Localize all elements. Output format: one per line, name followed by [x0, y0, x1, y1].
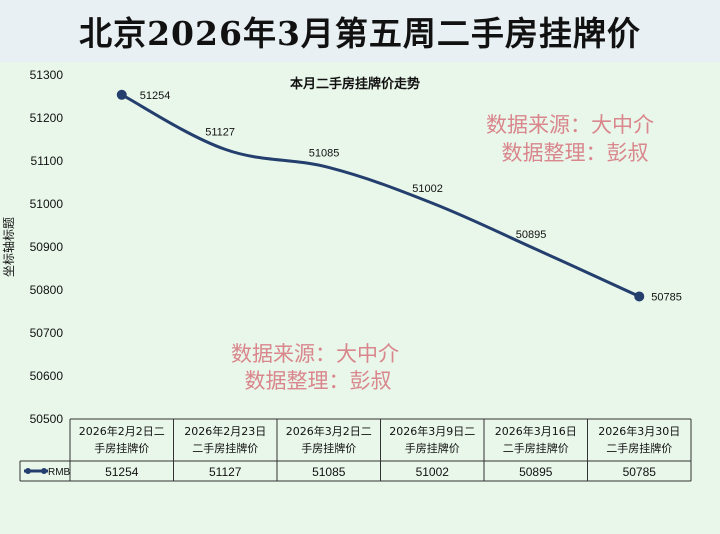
category-label: 2026年3月16日: [495, 424, 577, 438]
table-value: 51085: [312, 465, 346, 479]
data-point-marker: [116, 89, 127, 100]
y-tick-label: 50500: [30, 412, 64, 426]
watermark-author-1: 数据整理：彭叔: [502, 141, 649, 165]
watermark-source-1: 数据来源：大中介: [486, 113, 654, 137]
series-line-rmb: [121, 93, 640, 298]
watermark-group: 数据来源：大中介 数据整理：彭叔 数据来源：大中介 数据整理：彭叔: [231, 113, 654, 393]
data-label: 50785: [651, 291, 682, 303]
title-banner: 北京2026年3月第五周二手房挂牌价: [0, 0, 720, 62]
page-title: 北京2026年3月第五周二手房挂牌价: [79, 14, 641, 53]
table-value: 51127: [209, 465, 242, 479]
category-label: 2026年3月30日: [598, 424, 680, 438]
table-value: 50785: [623, 465, 657, 479]
category-label: 2026年3月2日二: [286, 424, 372, 438]
category-label: 手房挂牌价: [405, 441, 460, 455]
legend-marker: [25, 468, 31, 474]
y-tick-label: 51100: [31, 154, 64, 168]
y-axis-label: 坐标轴标题: [1, 217, 16, 277]
data-point-marker: [634, 291, 645, 302]
data-table: 2026年2月2日二手房挂牌价512542026年2月23日二手房挂牌价5112…: [19, 418, 692, 482]
watermark-source-2: 数据来源：大中介: [231, 342, 399, 366]
plot-area: 51254 51127 51085 51002 50895 50785: [116, 89, 682, 303]
category-label: 二手房挂牌价: [503, 441, 569, 455]
y-axis-ticks: 51300 51200 51100 51000 50900 50800 50700 50600…: [30, 68, 64, 426]
data-label: 51127: [205, 126, 235, 138]
table-value: 51254: [105, 465, 139, 479]
line-chart: 本月二手房挂牌价走势 坐标轴标题 51300 51200 51100 51000 509…: [1, 68, 692, 482]
y-tick-label: 51200: [30, 111, 64, 125]
legend-label: RMB: [48, 467, 71, 478]
y-tick-label: 50800: [30, 283, 64, 297]
category-label: 2026年3月9日二: [389, 424, 475, 438]
category-label: 2026年2月23日: [184, 424, 266, 438]
table-value: 51002: [416, 465, 450, 479]
watermark-author-2: 数据整理：彭叔: [245, 369, 392, 393]
y-tick-label: 51300: [30, 68, 64, 82]
table-value: 50895: [519, 465, 553, 479]
y-tick-label: 50700: [30, 326, 64, 340]
data-label: 51254: [140, 90, 171, 102]
y-tick-label: 50900: [30, 240, 64, 254]
chart-area: 本月二手房挂牌价走势 坐标轴标题 51300 51200 51100 51000 509…: [0, 62, 720, 534]
category-label: 二手房挂牌价: [606, 441, 672, 455]
y-tick-label: 51000: [30, 197, 64, 211]
category-label: 手房挂牌价: [94, 441, 149, 455]
data-label: 50895: [516, 229, 547, 241]
category-label: 二手房挂牌价: [192, 441, 258, 455]
category-label: 2026年2月2日二: [79, 424, 165, 438]
data-label: 51085: [309, 147, 340, 159]
category-label: 手房挂牌价: [301, 441, 356, 455]
legend-marker: [41, 468, 47, 474]
chart-title: 本月二手房挂牌价走势: [290, 76, 420, 92]
y-tick-label: 50600: [30, 369, 64, 383]
data-label: 51002: [412, 183, 443, 195]
